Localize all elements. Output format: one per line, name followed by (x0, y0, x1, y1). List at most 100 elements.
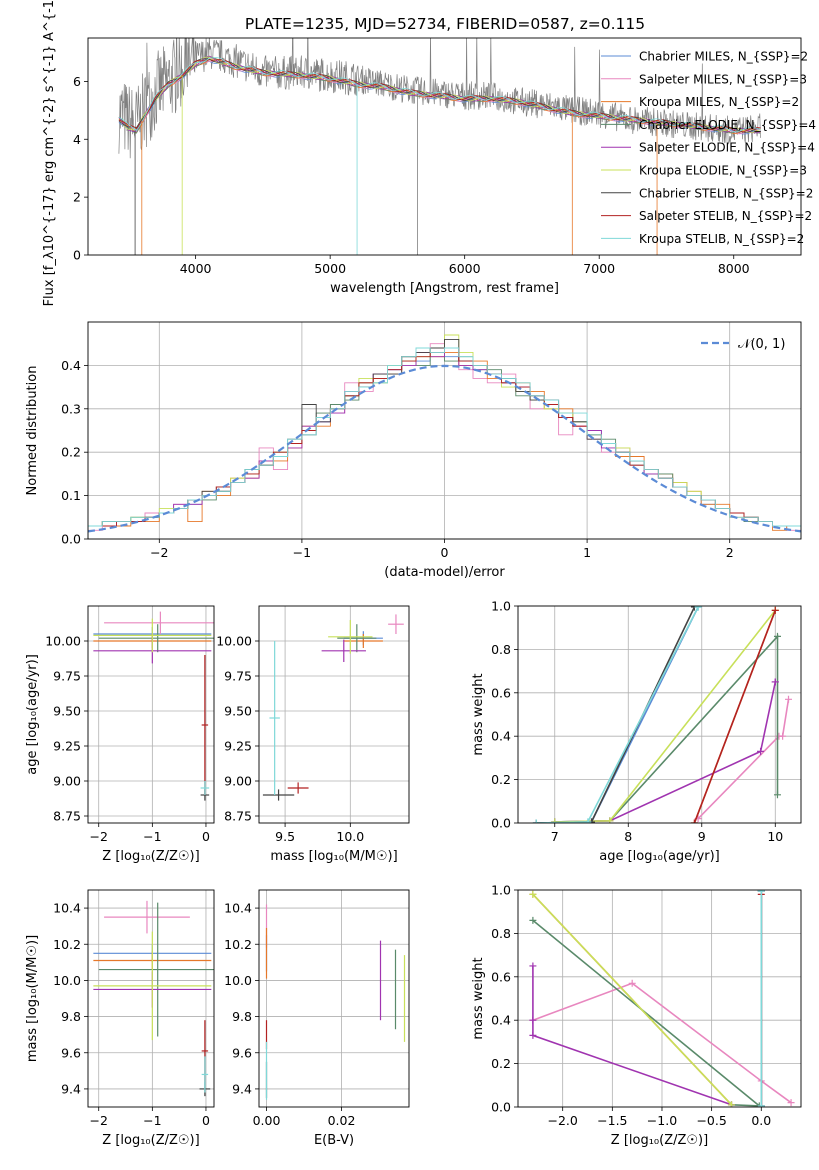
y-tick-label: 8.75 (224, 809, 252, 824)
weight-marker (773, 632, 781, 640)
data-point-5 (321, 639, 366, 662)
weight-vs-metallicity-panel: −2.0 −1.5 −1.0 −0.5 0.0 0.0 0.2 0.4 0.6 0.8 1.0 Z [… (471, 883, 802, 1148)
y-axis-label: mass weight (471, 957, 486, 1039)
weight-marker (690, 819, 698, 823)
axes-frame (87, 37, 802, 256)
y-tick-label: 8.75 (53, 809, 81, 824)
data-point-6 (93, 931, 212, 1041)
weight-marker (694, 606, 702, 611)
y-tick-label: 10.0 (53, 973, 81, 988)
y-tick-label: 0.1 (61, 488, 81, 503)
y-tick-label: 9.75 (224, 669, 252, 684)
x-axis-label: (data-model)/error (384, 565, 505, 580)
x-tick-label: −0.5 (696, 1113, 726, 1128)
y-tick-label: 0.0 (491, 1100, 511, 1115)
weight-line-6 (532, 893, 733, 1106)
legend-label-3: Kroupa MILES, N_{SSP}=2 (639, 95, 799, 109)
legend-label-8: Salpeter STELIB, N_{SSP}=2 (639, 209, 812, 223)
x-tick-label: 0 (441, 545, 449, 560)
x-tick-label: 0 (202, 1113, 210, 1128)
x-tick-label: 7000 (583, 261, 615, 276)
legend-label-5: Salpeter ELODIE, N_{SSP}=4 (639, 141, 815, 155)
x-tick-label: 9 (698, 829, 706, 844)
plot-area (118, 38, 761, 255)
y-tick-label: 2 (73, 190, 81, 205)
y-tick-label: 10.2 (53, 937, 81, 952)
plot-area (88, 334, 801, 539)
x-tick-label: −1 (143, 1113, 161, 1128)
x-tick-label: 6000 (449, 261, 481, 276)
y-tick-label: 0.4 (491, 1013, 511, 1028)
x-tick-label: −1.0 (647, 1113, 677, 1128)
x-tick-label: −1 (293, 545, 311, 560)
y-tick-label: 0.0 (491, 816, 511, 831)
y-tick-label: 6 (73, 74, 81, 89)
weight-line-5 (554, 681, 777, 823)
mass-vs-metallicity-panel: −2 −1 0 9.4 9.6 9.8 10.0 10.2 10.4 Z [log₁₀(Z/Z☉)… (25, 889, 215, 1148)
plot-area (93, 611, 214, 801)
data-point-4 (98, 624, 214, 653)
x-tick-label: −2.0 (548, 1113, 578, 1128)
weight-marker (773, 791, 781, 799)
y-axis-label: Flux [f_λ10^{-17} erg cm^{-2} s^{-1} A^{… (42, 0, 57, 306)
y-tick-label: 0.4 (491, 729, 511, 744)
x-tick-label: −2 (90, 829, 108, 844)
axes-frame (517, 605, 802, 824)
x-axis-label: wavelength [Angstrom, rest frame] (330, 281, 559, 296)
x-axis-label: Z [log₁₀(Z/Z☉)] (102, 849, 199, 864)
weight-marker (727, 1101, 735, 1107)
weight-marker (529, 890, 537, 898)
data-point-6 (328, 620, 373, 654)
weight-marker (584, 818, 592, 823)
axes-frame (517, 889, 802, 1108)
y-tick-label: 9.25 (53, 739, 81, 754)
figure-title: PLATE=1235, MJD=52734, FIBERID=0587, z=0… (245, 15, 645, 33)
weight-marker (529, 916, 537, 924)
x-tick-label: −2 (90, 1113, 108, 1128)
data-point-9 (200, 781, 210, 795)
x-tick-label: 8 (624, 829, 632, 844)
legend-label-1: Chabrier MILES, N_{SSP}=2 (639, 50, 808, 64)
y-tick-label: 0.2 (61, 445, 81, 460)
axes-frame (87, 321, 802, 540)
x-tick-label: 0.00 (253, 1113, 281, 1128)
x-tick-label: 9.5 (275, 829, 295, 844)
weight-line-7 (536, 606, 696, 823)
residuals-panel: −2 −1 0 1 2 0.0 0.1 0.2 0.3 0.4 (data-model)/error… (25, 321, 802, 580)
weight-marker (529, 1016, 537, 1024)
y-tick-label: 9.4 (61, 1081, 81, 1096)
observed-spectrum-line (118, 38, 761, 159)
weight-marker (771, 678, 779, 686)
histogram-step-9 (88, 347, 801, 539)
data-point-7 (262, 789, 295, 801)
x-tick-label: 2 (726, 545, 734, 560)
y-tick-label: 1.0 (491, 883, 511, 898)
weight-marker (785, 695, 793, 703)
y-tick-label: 10.4 (224, 901, 252, 916)
mass-vs-ebv-panel: 0.00 0.02 9.4 9.6 9.8 10.0 10.2 10.4 E(B-V) (224, 889, 410, 1148)
x-tick-label: 8000 (718, 261, 750, 276)
y-tick-label: 9.4 (232, 1081, 252, 1096)
weight-marker (529, 1031, 537, 1039)
x-tick-label: 5000 (314, 261, 346, 276)
y-tick-label: 10.00 (216, 634, 252, 649)
x-tick-label: 4000 (180, 261, 212, 276)
y-tick-label: 0.6 (491, 685, 511, 700)
x-tick-label: −1.5 (597, 1113, 627, 1128)
y-tick-label: 4 (73, 132, 81, 147)
weight-line-8 (693, 610, 777, 823)
model-line-8 (118, 59, 761, 133)
y-tick-label: 9.8 (232, 1009, 252, 1024)
y-axis-label: Normed distribution (25, 366, 40, 496)
x-tick-label: −1 (143, 829, 161, 844)
weight-marker (771, 606, 779, 614)
weight-line-2 (532, 982, 792, 1104)
weight-marker (757, 890, 765, 895)
weight-vs-age-panel: 7 8 9 10 0.0 0.2 0.4 0.6 0.8 1.0 age [log₁₀(age/yr… (471, 599, 802, 864)
y-tick-label: 0.4 (61, 358, 81, 373)
x-axis-label: mass [log₁₀(M/M☉)] (270, 849, 397, 864)
x-tick-label: 0 (202, 829, 210, 844)
data-point-2 (388, 614, 404, 634)
legend-label-7: Chabrier STELIB, N_{SSP}=2 (639, 186, 813, 200)
